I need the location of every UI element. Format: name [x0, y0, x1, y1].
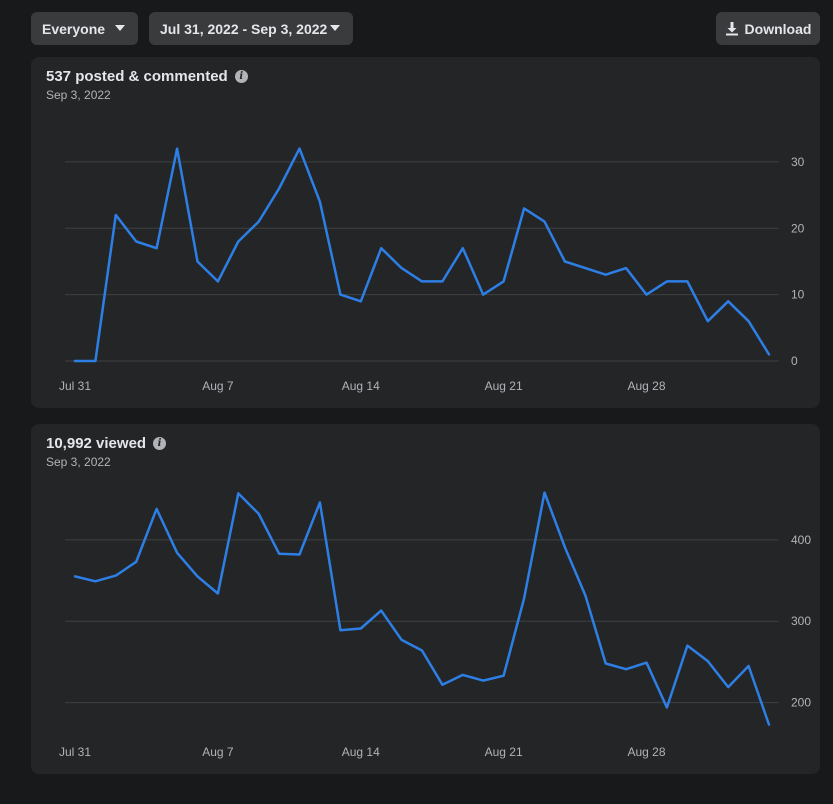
x-tick-label: Jul 31 [59, 745, 91, 759]
audience-dropdown[interactable]: Everyone [31, 12, 138, 45]
x-tick-label: Aug 14 [342, 745, 380, 759]
y-tick-label: 10 [791, 288, 805, 302]
card-subtitle: Sep 3, 2022 [46, 88, 111, 102]
posted-commented-line-chart: 0 10 20 30 Jul 31 Aug 7 Aug 14 Aug 21 Aug 28 [59, 147, 805, 393]
y-tick-label: 0 [791, 354, 798, 368]
x-tick-label: Jul 31 [59, 379, 91, 393]
card-title: 10,992 viewed [46, 435, 147, 452]
info-icon[interactable]: i [234, 70, 248, 83]
y-tick-label: 400 [791, 533, 811, 547]
y-tick-label: 30 [791, 155, 805, 169]
posted-commented-card: 537 posted & commented i Sep 3, 2022 0 10… [31, 57, 820, 408]
x-tick-label: Aug 21 [485, 379, 523, 393]
download-button-label: Download [744, 20, 812, 37]
info-icon[interactable]: i [153, 437, 167, 450]
caret-down-icon [330, 25, 340, 31]
toolbar: Everyone Jul 31, 2022 - Sep 3, 2022 Down… [0, 0, 833, 56]
y-tick-label: 20 [791, 221, 805, 235]
card-title: 537 posted & commented [46, 68, 228, 85]
card-title-row: 10,992 viewed i [46, 435, 167, 452]
x-tick-label: Aug 7 [202, 379, 234, 393]
y-tick-label: 200 [791, 696, 811, 710]
y-tick-label: 300 [791, 614, 811, 628]
date-range-label: Jul 31, 2022 - Sep 3, 2022 [160, 20, 328, 37]
series-line [73, 491, 771, 726]
download-button[interactable]: Download [716, 12, 820, 45]
download-icon [725, 22, 738, 36]
date-range-dropdown[interactable]: Jul 31, 2022 - Sep 3, 2022 [149, 12, 353, 45]
audience-dropdown-label: Everyone [42, 20, 106, 37]
x-tick-label: Aug 7 [202, 745, 234, 759]
series-line [73, 147, 771, 363]
x-tick-label: Aug 21 [485, 745, 523, 759]
viewed-line-chart: 200 300 400 Jul 31 Aug 7 Aug 14 Aug 21 Aug 28 [59, 491, 811, 759]
card-title-row: 537 posted & commented i [46, 68, 248, 85]
x-tick-label: Aug 14 [342, 379, 380, 393]
caret-down-icon [115, 25, 125, 31]
x-tick-label: Aug 28 [628, 745, 666, 759]
viewed-card: 10,992 viewed i Sep 3, 2022 200 300 400 Jul… [31, 424, 820, 774]
card-subtitle: Sep 3, 2022 [46, 455, 111, 469]
x-tick-label: Aug 28 [628, 379, 666, 393]
